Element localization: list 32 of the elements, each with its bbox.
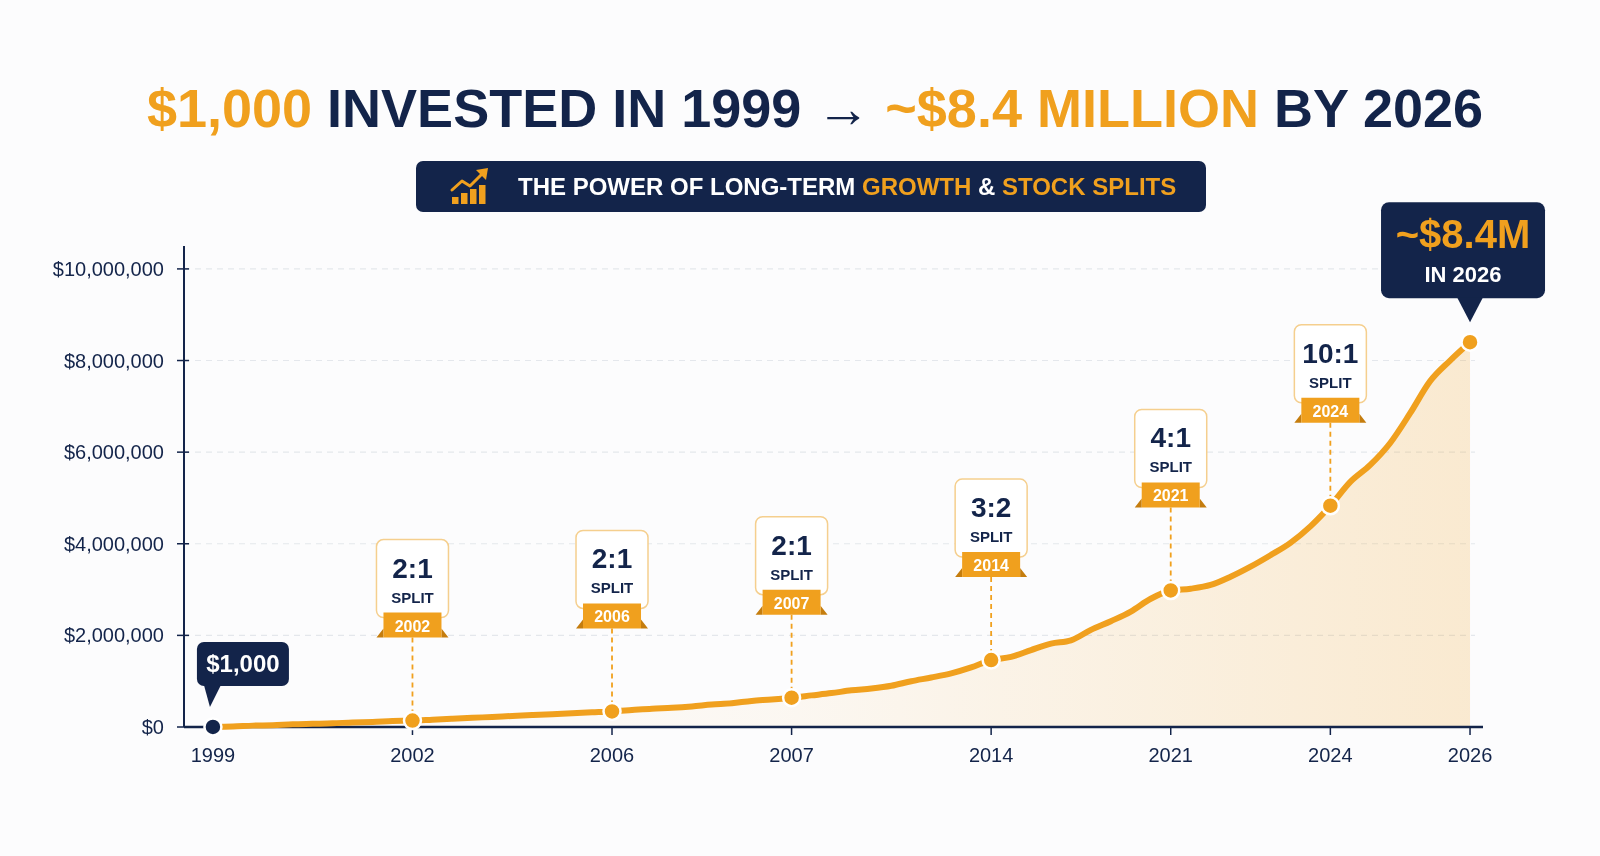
point [981,650,1001,670]
annotation: 4:1 SPLIT 2021 [1149,422,1192,505]
point [1320,495,1341,516]
y-tick-label: $10,000,000 [52,257,164,280]
chart-title: $1,000 INVESTED IN 1999 → ~$8.4 MILLION BY 2026 [146,78,1484,138]
annotation: 2:1 SPLIT 2002 [391,552,434,635]
x-tick-label: 2006 [589,744,635,766]
y-tick-label: $8,000,000 [63,349,164,372]
annotation: ~$8.4M IN 2026 [1395,212,1531,288]
point [781,687,802,708]
point [203,717,223,737]
point [1460,332,1480,352]
x-tick-label: 2024 [1308,744,1353,766]
x-tick-label: 2014 [968,744,1014,766]
point [1160,580,1181,601]
x-tick-label: 2021 [1148,744,1193,766]
point [402,710,423,731]
x-tick-label: 2002 [390,744,435,766]
annotation: $1,000 [206,649,280,677]
y-tick-label: $4,000,000 [63,532,164,555]
annotation: 2:1 SPLIT 2006 [590,543,634,626]
annotation: 10:1 SPLIT 2024 [1302,337,1359,420]
chart-subtitle: THE POWER OF LONG-TERM GROWTH & STOCK SPLITS [518,173,1177,200]
x-tick-label: 2007 [769,744,814,766]
y-tick-label: $0 [141,716,164,738]
annotation: 3:2 SPLIT 2014 [969,492,1013,575]
y-tick-label: $2,000,000 [63,624,164,647]
x-tick-label: 2026 [1447,744,1493,766]
point [602,701,622,722]
y-tick-label: $6,000,000 [63,441,164,464]
annotation: 2:1 SPLIT 2007 [770,529,813,612]
x-tick-label: 1999 [190,744,236,766]
